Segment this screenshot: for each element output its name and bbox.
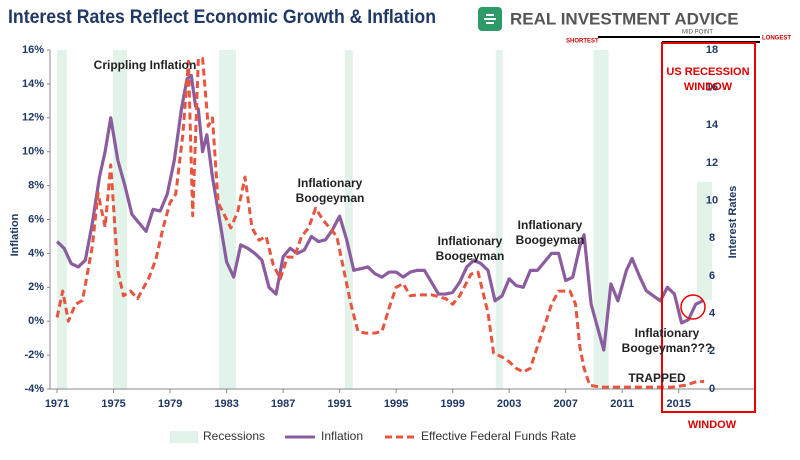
recession-band <box>113 50 127 389</box>
x-tick-label: 2015 <box>666 398 690 410</box>
y-tick-label: 0% <box>28 315 44 327</box>
series-line <box>55 56 705 389</box>
y-tick-label: 12% <box>22 112 44 124</box>
y-axis-title: Inflation <box>9 213 21 256</box>
x-tick-label: 1991 <box>327 398 351 410</box>
y-tick-label: 4% <box>28 247 44 259</box>
recession-band <box>344 50 353 389</box>
x-tick-label: 1979 <box>158 398 182 410</box>
x-tick-label: 1971 <box>45 398 69 410</box>
y-tick-label: 2% <box>28 281 44 293</box>
y-tick-label: 10% <box>22 146 44 158</box>
annotation: TRAPPED <box>628 371 686 385</box>
y2-tick-label: 12 <box>706 157 718 169</box>
annotation: Boogeyman??? <box>622 341 713 355</box>
highlight-circle <box>680 294 706 320</box>
y2-tick-label: 6 <box>709 270 715 282</box>
x-tick-label: 1975 <box>101 398 125 410</box>
annotation: Crippling Inflation <box>94 58 197 72</box>
shortest-label: SHORTEST <box>566 39 599 45</box>
recession-band <box>495 50 503 389</box>
window-label: WINDOW <box>684 81 733 93</box>
y-tick-label: 16% <box>22 44 44 56</box>
annotation: Inflationary <box>438 234 503 248</box>
y-tick-label: -4% <box>24 383 44 395</box>
annotation: Inflationary <box>635 326 700 340</box>
x-tick-label: 1999 <box>440 398 464 410</box>
mid-label: MID POINT <box>682 30 713 36</box>
y2-tick-label: 2 <box>709 345 715 357</box>
y2-tick-label: 0 <box>709 383 715 395</box>
legend-label: Effective Federal Funds Rate <box>421 429 577 443</box>
y-tick-label: 8% <box>28 180 44 192</box>
x-tick-label: 1987 <box>271 398 295 410</box>
x-tick-label: 2007 <box>553 398 577 410</box>
y2-tick-label: 4 <box>709 308 716 320</box>
window-shade <box>697 182 712 300</box>
annotation: Inflationary <box>518 218 583 232</box>
chart-title: Interest Rates Reflect Economic Growth &… <box>8 7 436 28</box>
legend-label: Inflation <box>321 429 363 443</box>
brand: REAL INVESTMENT ADVICE <box>510 9 739 28</box>
y-tick-label: 6% <box>28 213 44 225</box>
y2-tick-label: 16 <box>706 82 718 94</box>
legend-label: Recessions <box>203 429 265 443</box>
annotation: Inflationary <box>298 176 363 190</box>
y-tick-label: 14% <box>22 78 44 90</box>
legend-swatch <box>170 431 198 443</box>
window-box <box>661 42 756 413</box>
window-label: US RECESSION <box>666 66 749 78</box>
series-line <box>55 73 704 352</box>
recession-band <box>57 50 67 389</box>
y-tick-label: -2% <box>24 349 44 361</box>
y2-tick-label: 10 <box>706 195 718 207</box>
x-tick-label: 2003 <box>497 398 521 410</box>
y2-tick-label: 8 <box>709 232 715 244</box>
y2-tick-label: 18 <box>706 44 718 56</box>
x-tick-label: 1995 <box>384 398 408 410</box>
annotation: Boogeyman <box>436 249 505 263</box>
y2-axis-title: Interest Rates <box>727 186 739 259</box>
x-tick-label: 1983 <box>214 398 238 410</box>
y2-tick-label: 14 <box>706 119 719 131</box>
recession-band <box>593 50 609 389</box>
x-tick-label: 2011 <box>610 398 634 410</box>
longest-label: LONGEST <box>762 36 791 42</box>
annotation: Boogeyman <box>296 191 365 205</box>
annotation: Boogeyman <box>516 233 585 247</box>
logo-glyph <box>484 14 496 24</box>
window-bottom-label: WINDOW <box>688 419 737 431</box>
